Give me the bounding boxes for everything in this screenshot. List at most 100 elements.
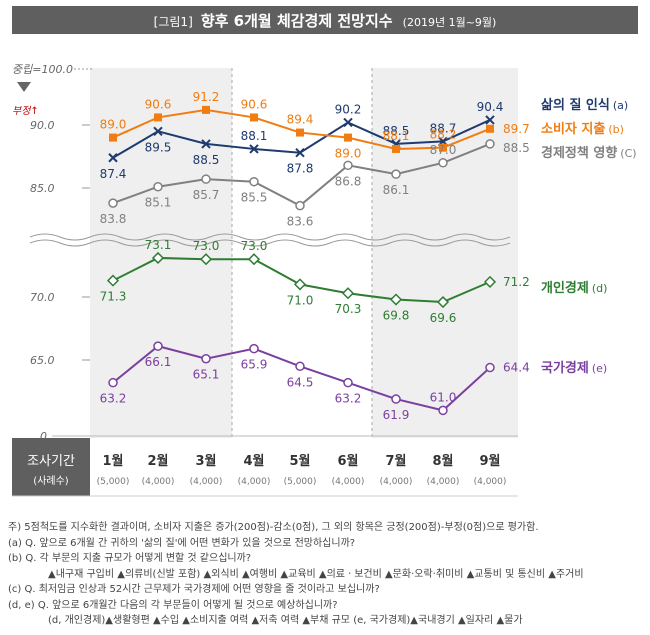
data-point — [153, 181, 163, 192]
data-point — [343, 160, 353, 171]
data-point — [485, 139, 495, 149]
data-label: 88.5 — [193, 153, 220, 167]
data-label: 73.0 — [193, 239, 220, 253]
data-point — [249, 176, 259, 187]
data-label: 90.6 — [145, 97, 172, 111]
legend-name: 국가경제 — [541, 360, 589, 376]
data-point — [341, 287, 355, 300]
y-ticks: 90.0 85.0 70.0 65.0 — [30, 119, 90, 367]
data-label: 88.5 — [383, 124, 410, 138]
month-label: 4월 — [243, 453, 264, 469]
data-label: 91.2 — [193, 90, 220, 104]
data-label: 65.9 — [241, 358, 268, 372]
sample-size-label: (4,000) — [238, 477, 271, 487]
y-neutral-label: 중립=100.0 — [12, 63, 73, 76]
sample-size-label: (4,000) — [142, 477, 175, 487]
month-label: 5월 — [289, 453, 310, 469]
chart-title: 향후 6개월 체감경제 전망지수 — [201, 12, 393, 30]
svg-text:[그림1] 향후 6개월 체감경제 전망지수: [그림1] 향후 6개월 체감경제 전망지수 (2019년 1월~9월) — [154, 11, 497, 30]
sample-size-label: (5,000) — [284, 477, 317, 487]
month-label: 7월 — [385, 453, 406, 469]
legend-item: 삶의 질 인식 (a) — [541, 97, 628, 113]
series-5: 63.2 66.1 65.1 65.9 64.5 63.2 61.9 61.0 64.4 — [100, 341, 530, 422]
y-tick-label: 70.0 — [30, 291, 55, 304]
data-point — [109, 133, 117, 142]
data-label: 89.5 — [145, 140, 172, 154]
data-point — [249, 343, 259, 354]
legend-item: 경제정책 영향 (C) — [541, 145, 637, 161]
footnotes: 주) 5점척도를 지수화한 결과이며, 소비자 지출은 증가(200점)-감소(… — [8, 520, 642, 629]
data-label: 85.5 — [241, 191, 268, 205]
data-label: 71.2 — [503, 275, 530, 289]
data-label: 85.1 — [145, 196, 172, 210]
footnote-de: (d, e) Q. 앞으로 6개월간 다음의 각 부문들이 어떻게 될 것으로 … — [8, 599, 338, 611]
data-point — [486, 124, 494, 133]
data-label: 70.3 — [335, 302, 362, 316]
footnote-de-items: (d, 개인경제)▲생활형편 ▲수입 ▲소비지출 여력 ▲저축 여력 ▲부채 규… — [48, 615, 523, 626]
data-label: 71.3 — [100, 290, 127, 304]
data-label: 88.5 — [503, 141, 530, 155]
data-label: 87.0 — [430, 143, 457, 157]
series-3: 83.8 85.1 85.7 85.5 83.6 86.8 86.1 87.0 88.5 — [100, 139, 530, 229]
data-point — [343, 117, 353, 128]
data-point — [344, 133, 352, 142]
footnote-a: (a) Q. 앞으로 6개월 간 귀하의 '삶의 질'에 어떤 변화가 있을 것… — [8, 537, 356, 549]
legend-item: 소비자 지출 (b) — [541, 121, 624, 137]
legend-name: 경제정책 영향 — [541, 145, 617, 161]
data-point — [392, 144, 400, 153]
period-header: 조사기간 — [27, 454, 75, 469]
data-point — [295, 361, 305, 372]
data-point — [438, 158, 448, 168]
y-tick-label: 85.0 — [30, 182, 55, 195]
data-label: 83.6 — [287, 215, 314, 229]
legend-name: 개인경제 — [541, 280, 589, 296]
data-point — [296, 128, 304, 137]
month-label: 1월 — [102, 453, 123, 469]
data-point — [483, 275, 497, 288]
y-tick-label: 65.0 — [30, 354, 55, 367]
data-point — [202, 105, 210, 114]
data-label: 66.1 — [145, 355, 172, 369]
data-point — [250, 113, 258, 122]
data-label: 71.0 — [287, 293, 314, 307]
data-point — [389, 293, 403, 306]
data-point — [108, 377, 118, 388]
sample-size-label: (5,000) — [97, 477, 130, 487]
data-point — [106, 274, 120, 287]
data-label: 64.5 — [287, 375, 314, 389]
data-point — [249, 144, 259, 154]
data-point — [151, 251, 165, 265]
data-point — [485, 362, 495, 373]
data-label: 88.1 — [241, 129, 268, 143]
footnote-b: (b) Q. 각 부문의 지출 규모가 어떻게 변할 것 같으십니까? — [8, 553, 252, 564]
data-point — [391, 394, 401, 404]
series-2: 89.0 90.6 91.2 90.6 89.4 89.0 88.1 88.2 89.7 — [100, 90, 530, 161]
sample-size-label: (4,000) — [190, 477, 223, 487]
data-point — [391, 169, 401, 179]
data-label: 89.4 — [287, 113, 314, 127]
legend-suffix: (a) — [613, 99, 628, 112]
series-4: 71.3 73.1 73.0 73.0 71.0 70.3 69.8 69.6 71.2 — [100, 238, 530, 325]
data-label: 86.1 — [383, 183, 410, 197]
data-label: 87.8 — [287, 162, 314, 176]
y-tick-label: 90.0 — [30, 119, 55, 132]
chart-subtitle: (2019년 1월~9월) — [403, 16, 497, 29]
axis-break-upper — [29, 233, 511, 241]
data-point — [153, 341, 163, 351]
legend-suffix: (C) — [620, 147, 636, 160]
data-label: 88.7 — [430, 121, 457, 135]
y-negative-label: 부정↑ — [12, 105, 39, 117]
footnote-b-items: ▲내구재 구입비 ▲의류비(신발 포함) ▲외식비 ▲여행비 ▲교육비 ▲의료ㆍ… — [48, 568, 584, 580]
period-header-cell — [12, 438, 90, 496]
legend-item: 개인경제 (d) — [541, 280, 607, 296]
month-label: 2월 — [147, 453, 168, 469]
title-bar — [12, 6, 638, 34]
data-label: 61.9 — [383, 408, 410, 422]
data-label: 90.4 — [477, 100, 504, 114]
sample-header: (사례수) — [33, 475, 69, 487]
data-label: 64.4 — [503, 361, 530, 375]
sample-size-label: (4,000) — [380, 477, 413, 487]
month-label: 3월 — [195, 453, 216, 469]
data-label: 86.8 — [335, 174, 362, 188]
